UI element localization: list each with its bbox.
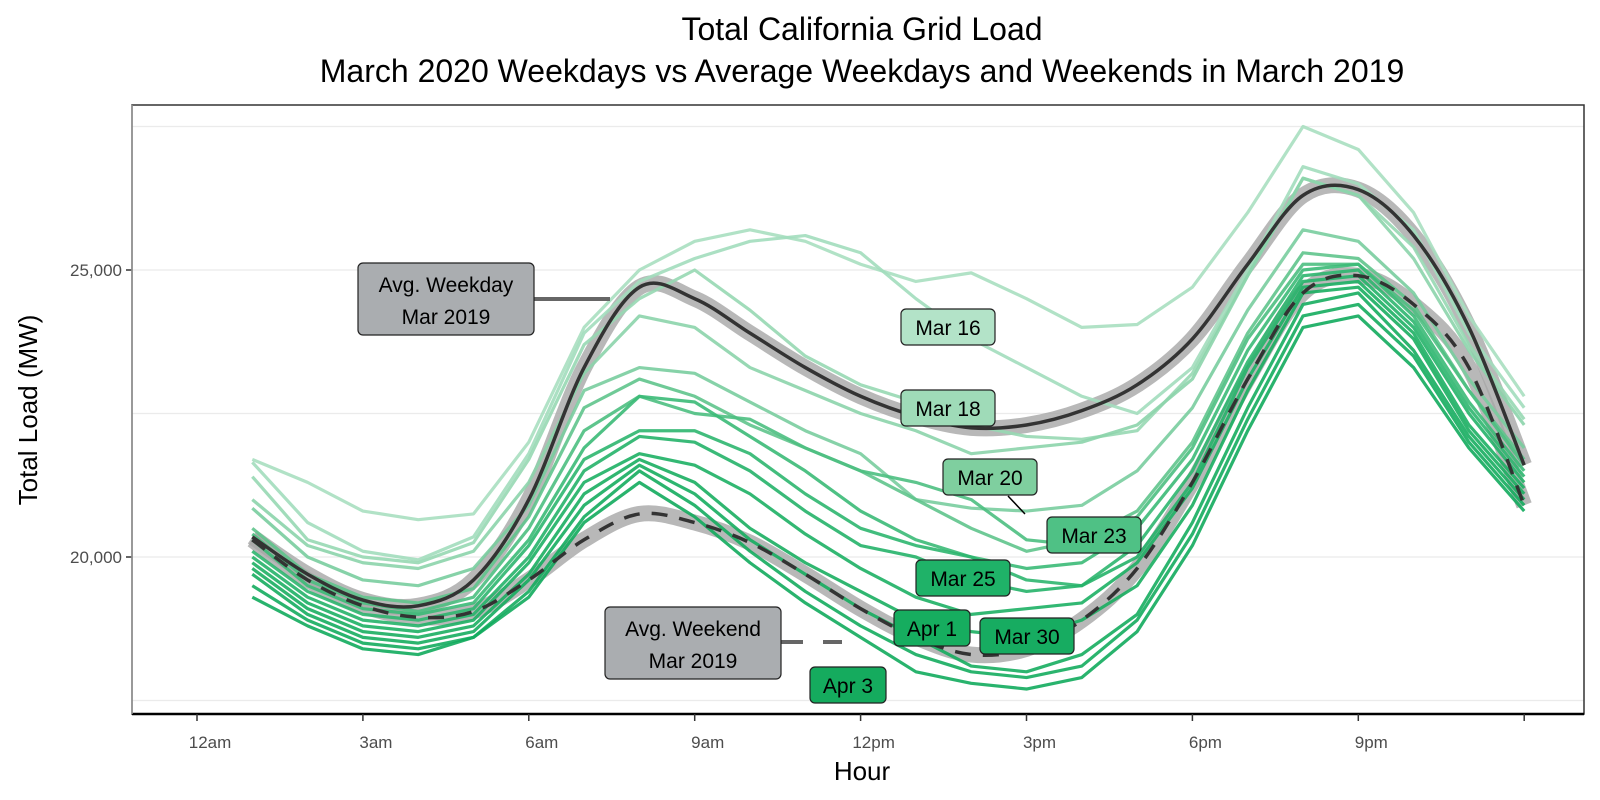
series-line-mar-17: [251, 165, 1526, 562]
label-text: Apr 1: [907, 618, 957, 641]
y-tick-label: 25,000: [70, 261, 122, 280]
label-mar-20: Mar 20: [942, 458, 1038, 515]
label-mar-30: Mar 30: [979, 617, 1075, 655]
x-tick-label: 3am: [359, 733, 392, 752]
label-text: Mar 20: [957, 467, 1022, 490]
label-text: Mar 25: [930, 568, 995, 591]
label-text: Mar 23: [1061, 525, 1126, 548]
label-mar-18: Mar 18: [900, 389, 996, 427]
series-line-mar-23: [251, 251, 1526, 605]
label-text: Mar 18: [915, 398, 980, 421]
label-apr-1: Apr 1: [893, 609, 971, 647]
label-text: Apr 3: [823, 675, 873, 698]
series-line-mar-16: [251, 124, 1526, 522]
x-tick-label: 12am: [189, 733, 232, 752]
label-avg-weekend: Avg. Weekend Mar 2019: [604, 606, 842, 680]
series-line-mar-31: [251, 285, 1526, 639]
series-line-mar-19: [251, 176, 1526, 571]
label-box: [893, 609, 971, 647]
label-box: [1046, 516, 1142, 554]
direct-labels: Mar 16 Mar 18 Mar 20 Mar 23 Mar 25 Mar 30 Apr …: [357, 262, 1142, 704]
x-axis-title: Hour: [834, 756, 891, 786]
x-tick-label: 6am: [525, 733, 558, 752]
series-line-mar-27: [251, 274, 1526, 628]
label-box: [900, 308, 996, 346]
label-mar-23: Mar 23: [1046, 516, 1142, 554]
series-line-mar-24: [251, 262, 1526, 614]
ribbon-weekday: [247, 177, 1532, 616]
reference-label-line1: Avg. Weekday: [379, 274, 514, 297]
label-box: [900, 389, 996, 427]
weekday-series-lines: [251, 124, 1526, 691]
label-box: [809, 666, 887, 704]
label-leader-line: [1007, 495, 1026, 515]
y-tick-label: 20,000: [70, 548, 122, 567]
x-tick-label: 12pm: [852, 733, 895, 752]
label-box: [915, 559, 1011, 597]
avg-weekday-line: [251, 183, 1526, 609]
avg-weekend-line: [251, 273, 1526, 658]
label-mar-16: Mar 16: [900, 308, 996, 346]
reference-label-box: [604, 606, 782, 680]
label-avg-weekday: Avg. Weekday Mar 2019: [357, 262, 610, 336]
label-text: Mar 30: [994, 626, 1059, 649]
y-axis-title: Total Load (MW): [13, 315, 43, 506]
label-box: [979, 617, 1075, 655]
x-tick-label: 9pm: [1355, 733, 1388, 752]
x-axis: 12am 3am 6am 9am 12pm 3pm 6pm 9pm: [132, 712, 1584, 752]
reference-lines: [251, 183, 1526, 658]
label-mar-25: Mar 25: [915, 559, 1011, 597]
reference-label-box: [357, 262, 535, 336]
label-apr-3: Apr 3: [809, 666, 887, 704]
x-tick-label: 9am: [691, 733, 724, 752]
reference-label-line1: Avg. Weekend: [625, 618, 761, 641]
reference-label-line2: Mar 2019: [649, 650, 738, 673]
reference-label-line2: Mar 2019: [402, 306, 491, 329]
series-line-apr-3: [251, 314, 1526, 691]
y-axis: 20,000 25,000: [70, 105, 133, 714]
label-text: Mar 16: [915, 317, 980, 340]
x-tick-label: 6pm: [1189, 733, 1222, 752]
series-line-mar-26: [251, 268, 1526, 622]
series-line-mar-25: [251, 262, 1526, 616]
label-box: [942, 458, 1038, 496]
x-tick-label: 3pm: [1023, 733, 1056, 752]
chart-subtitle: March 2020 Weekdays vs Average Weekdays …: [320, 53, 1404, 89]
chart-title: Total California Grid Load: [681, 11, 1042, 47]
